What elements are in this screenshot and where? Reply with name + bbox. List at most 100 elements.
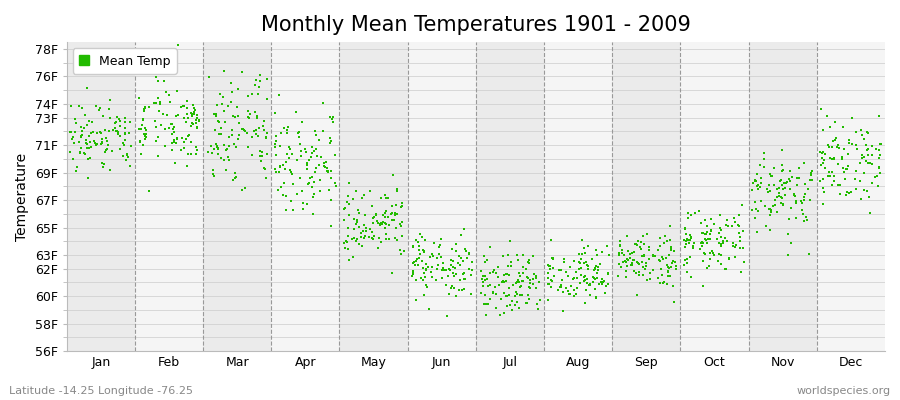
Point — [533, 297, 547, 304]
Point — [767, 165, 781, 172]
Point — [170, 88, 184, 94]
Point — [118, 130, 132, 137]
Point — [562, 291, 576, 297]
Point — [652, 247, 666, 253]
Point — [377, 210, 392, 216]
Point — [438, 282, 453, 288]
Point — [448, 248, 463, 255]
Point — [103, 97, 117, 103]
Point — [314, 154, 328, 160]
Point — [251, 132, 266, 139]
Point — [588, 286, 602, 292]
Point — [703, 256, 717, 262]
Point — [320, 165, 335, 171]
Point — [220, 154, 235, 160]
Point — [177, 115, 192, 121]
Point — [578, 250, 592, 256]
Point — [347, 235, 362, 242]
Point — [213, 125, 228, 131]
Point — [663, 246, 678, 253]
Point — [412, 243, 427, 249]
Point — [593, 260, 608, 267]
Point — [511, 257, 526, 263]
Point — [643, 270, 657, 276]
Point — [182, 132, 196, 138]
Point — [328, 183, 343, 190]
Point — [475, 283, 490, 289]
Point — [780, 231, 795, 237]
Point — [169, 140, 184, 146]
Point — [83, 155, 97, 162]
Point — [661, 269, 675, 275]
Point — [775, 195, 789, 201]
Point — [695, 242, 709, 249]
Point — [629, 241, 643, 247]
Point — [865, 179, 879, 186]
Point — [874, 140, 888, 147]
Point — [554, 267, 568, 274]
Point — [108, 125, 122, 131]
Point — [356, 192, 371, 198]
Point — [824, 124, 838, 130]
Point — [680, 260, 694, 266]
Point — [853, 196, 868, 203]
Point — [177, 138, 192, 145]
Point — [376, 218, 391, 225]
Point — [634, 253, 649, 259]
Bar — [408, 42, 476, 351]
Point — [816, 185, 831, 191]
Point — [214, 154, 229, 161]
Point — [861, 160, 876, 166]
Point — [307, 190, 321, 197]
Point — [405, 273, 419, 279]
Point — [567, 275, 581, 282]
Point — [492, 312, 507, 318]
Point — [728, 219, 742, 225]
Point — [752, 162, 767, 168]
Point — [712, 250, 726, 257]
Point — [774, 177, 788, 184]
Title: Monthly Mean Temperatures 1901 - 2009: Monthly Mean Temperatures 1901 - 2009 — [261, 15, 691, 35]
Point — [713, 212, 727, 218]
Point — [526, 253, 540, 259]
Point — [625, 260, 639, 266]
Point — [293, 148, 308, 154]
Point — [745, 187, 760, 193]
Point — [618, 258, 633, 264]
Point — [796, 218, 811, 224]
Point — [257, 166, 272, 172]
Point — [309, 146, 323, 152]
Point — [237, 127, 251, 133]
Point — [497, 310, 511, 316]
Point — [871, 183, 886, 190]
Point — [116, 152, 130, 159]
Point — [209, 113, 223, 119]
Legend: Mean Temp: Mean Temp — [73, 48, 177, 74]
Point — [181, 133, 195, 139]
Point — [382, 236, 397, 242]
Point — [356, 194, 370, 201]
Point — [256, 153, 270, 159]
Point — [120, 152, 134, 158]
Point — [111, 131, 125, 137]
Point — [541, 270, 555, 276]
Bar — [339, 42, 408, 351]
Point — [148, 118, 162, 124]
Point — [696, 230, 710, 236]
Point — [763, 212, 778, 218]
Point — [797, 190, 812, 197]
Point — [206, 170, 220, 177]
Point — [796, 199, 810, 206]
Point — [776, 202, 790, 209]
Point — [654, 266, 669, 272]
Point — [97, 148, 112, 155]
Point — [442, 291, 456, 298]
Point — [849, 129, 863, 136]
Point — [520, 300, 535, 306]
Point — [860, 146, 875, 152]
Point — [364, 229, 379, 235]
Point — [748, 198, 762, 205]
Point — [280, 127, 294, 133]
Point — [95, 164, 110, 170]
Point — [165, 147, 179, 153]
